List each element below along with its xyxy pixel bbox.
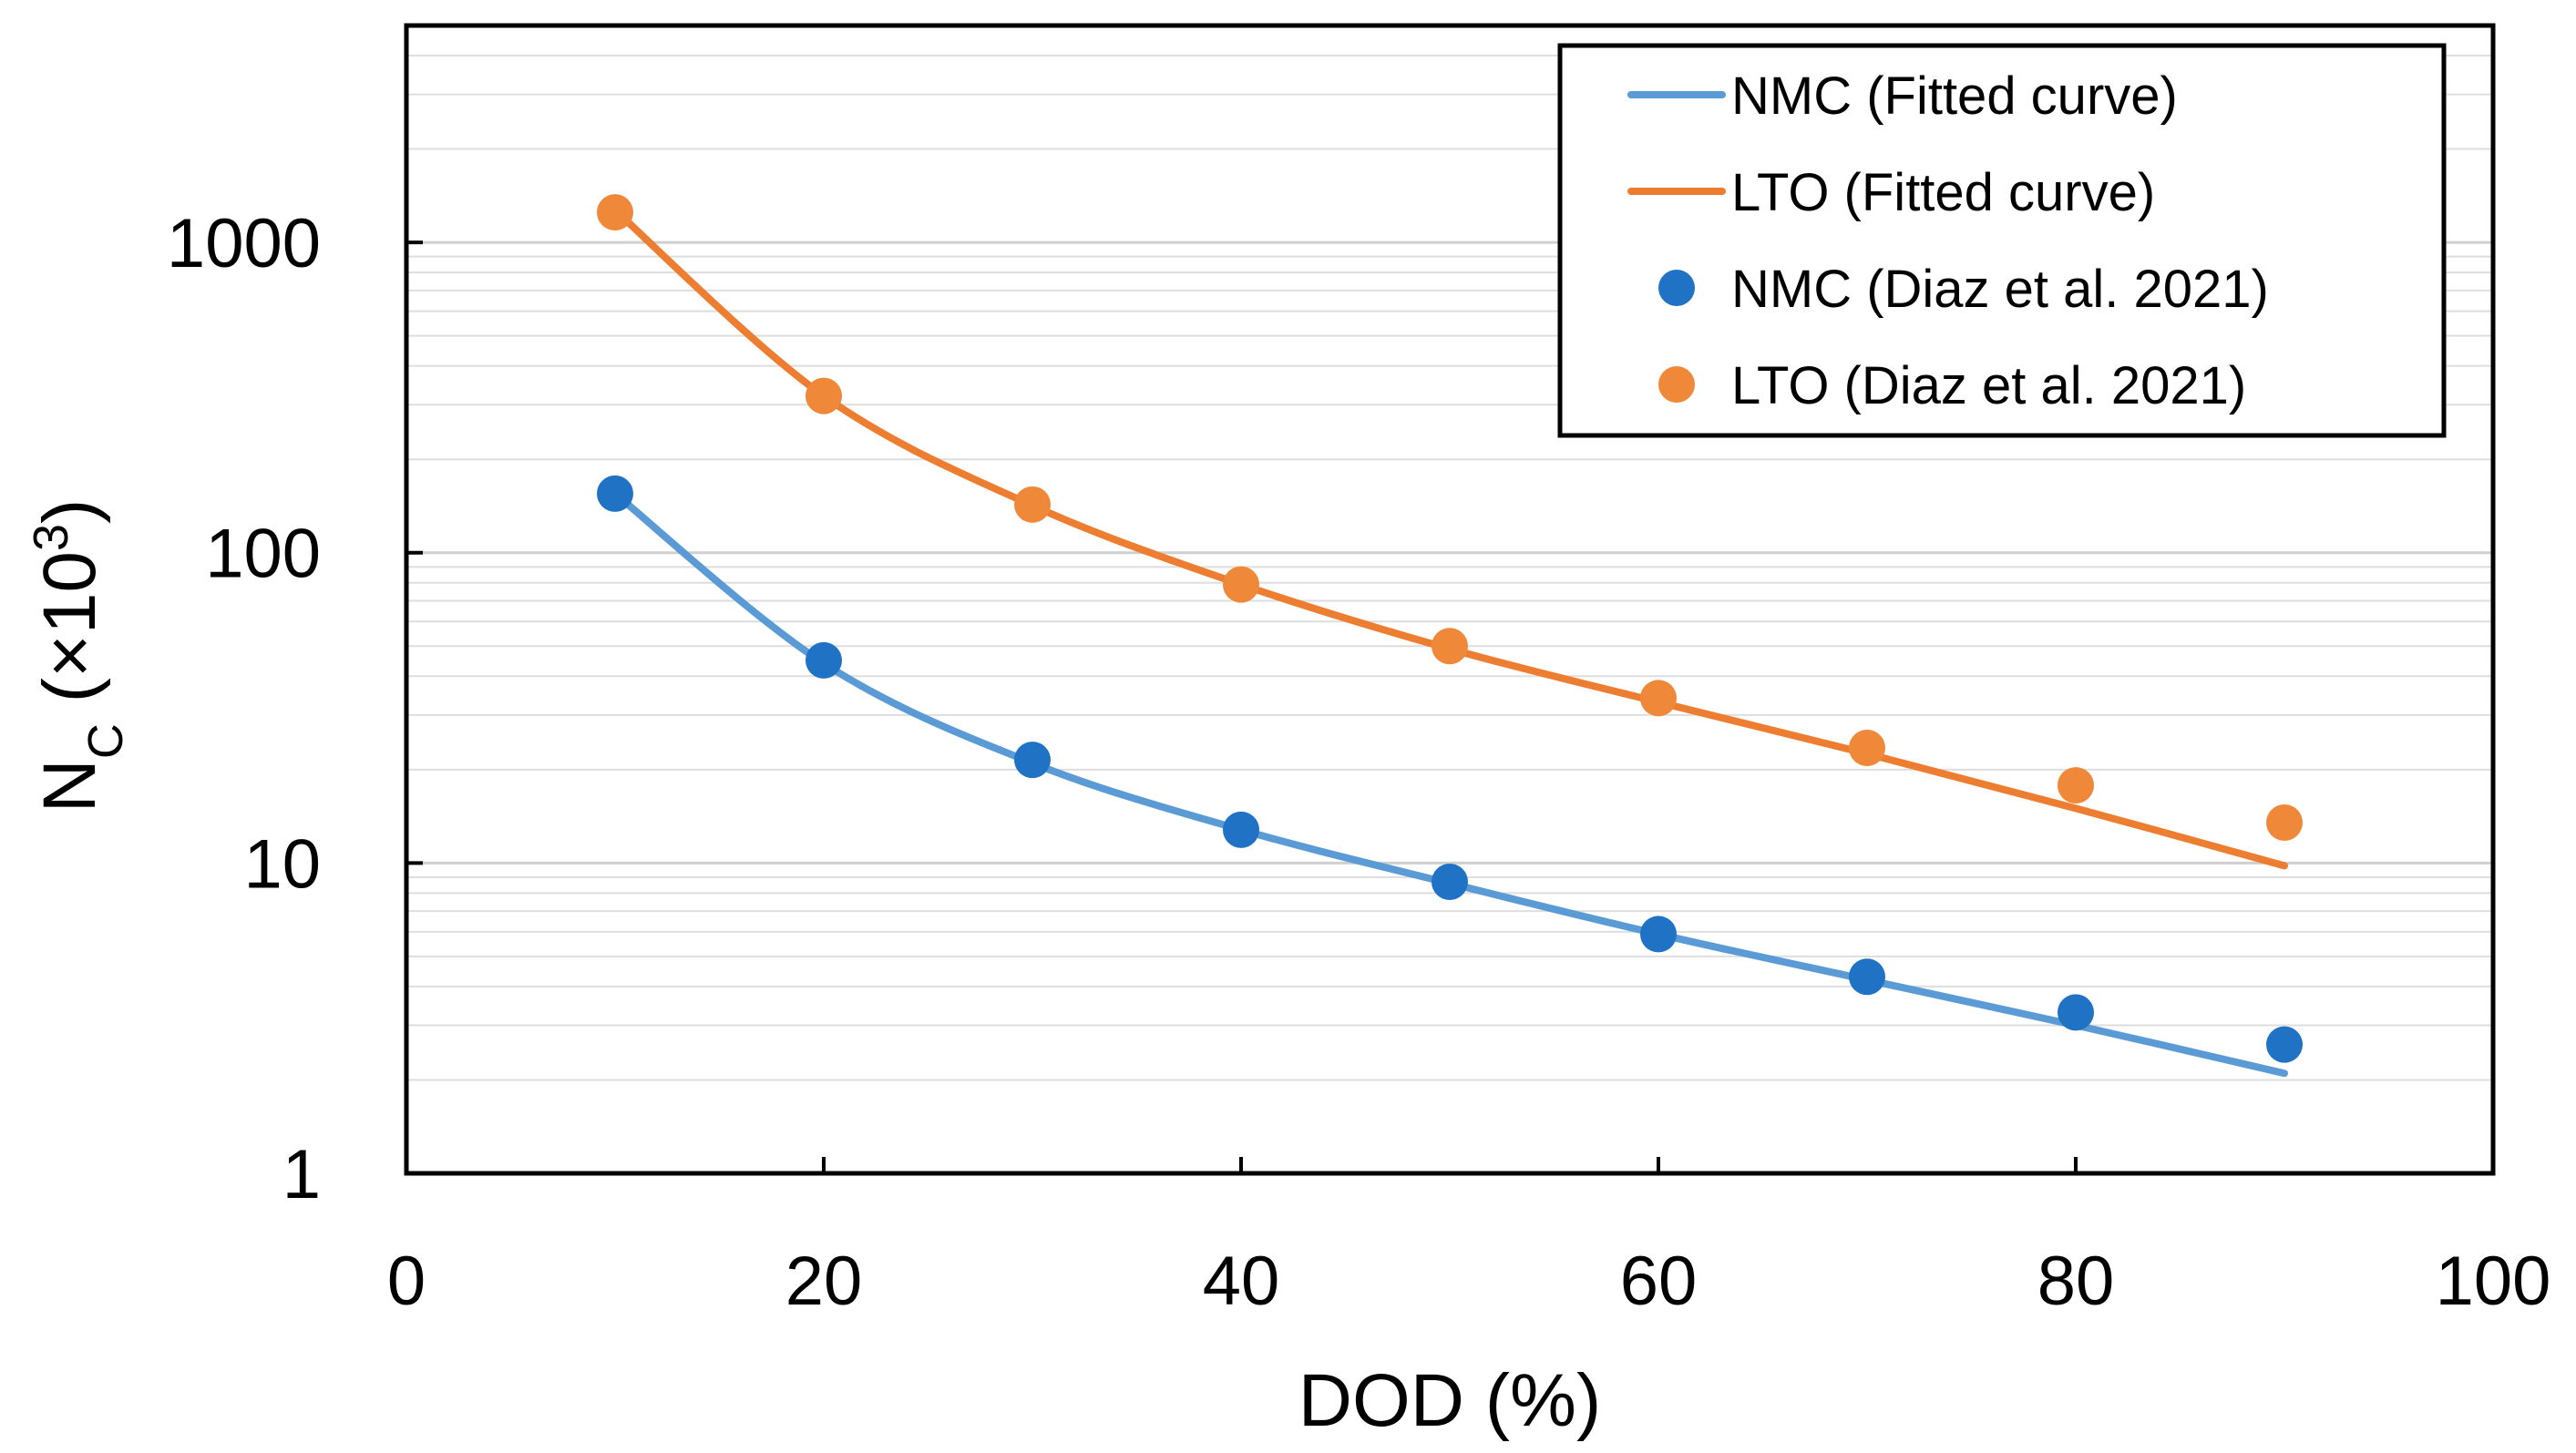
data-point-nmc-diaz-et-al-2021 (1223, 811, 1259, 848)
legend-label: NMC (Diaz et al. 2021) (1731, 260, 2269, 319)
x-axis-ticks: 0 20 40 60 80 100 (387, 1157, 2551, 1320)
data-point-nmc-diaz-et-al-2021 (1432, 863, 1468, 900)
y-tick-label: 10 (243, 825, 321, 903)
data-point-lto-diaz-et-al-2021 (1432, 628, 1468, 665)
legend-entries: NMC (Fitted curve) LTO (Fitted curve) NMC … (1627, 67, 2269, 415)
data-point-lto-diaz-et-al-2021 (597, 194, 633, 231)
y-axis-title-main: N (28, 759, 111, 813)
data-point-nmc-diaz-et-al-2021 (806, 641, 842, 679)
data-point-lto-diaz-et-al-2021 (1014, 486, 1051, 523)
x-tick-label: 20 (785, 1243, 863, 1320)
y-axis-title-sup: 3 (24, 524, 78, 551)
x-tick-label: 60 (1620, 1243, 1698, 1320)
data-point-lto-diaz-et-al-2021 (1849, 729, 1885, 766)
data-point-nmc-diaz-et-al-2021 (597, 475, 633, 512)
data-point-lto-diaz-et-al-2021 (806, 377, 842, 414)
x-tick-label: 100 (2436, 1243, 2551, 1320)
x-tick-label: 80 (2037, 1243, 2115, 1320)
legend-label: LTO (Diaz et al. 2021) (1731, 356, 2246, 415)
legend-box (1557, 43, 2447, 438)
legend-label: LTO (Fitted curve) (1731, 163, 2155, 222)
x-tick-label: 40 (1203, 1243, 1280, 1320)
data-point-nmc-diaz-et-al-2021 (1014, 742, 1051, 779)
data-point-nmc-diaz-et-al-2021 (2266, 1026, 2303, 1063)
legend: NMC (Fitted curve) LTO (Fitted curve) NMC … (1557, 43, 2447, 438)
data-point-lto-diaz-et-al-2021 (1223, 566, 1259, 603)
plot-frame (404, 23, 2496, 1176)
legend-marker-swatch (1658, 366, 1695, 403)
data-point-lto-diaz-et-al-2021 (2058, 767, 2094, 804)
y-tick-label: 100 (205, 516, 321, 593)
y-axis-title-sub: C (78, 723, 133, 759)
data-point-lto-diaz-et-al-2021 (1640, 680, 1677, 717)
y-axis-title-end: ) (28, 499, 111, 524)
y-tick-label: 1 (282, 1136, 321, 1213)
x-axis-title: DOD (%) (1298, 1359, 1602, 1442)
legend-label: NMC (Fitted curve) (1731, 67, 2178, 126)
legend-marker-swatch (1658, 270, 1695, 306)
data-point-nmc-diaz-et-al-2021 (1640, 916, 1677, 953)
x-tick-label: 0 (387, 1243, 426, 1320)
y-tick-label: 1000 (167, 205, 321, 282)
plot-series (597, 194, 2303, 1078)
y-axis-title: NC (×103) (24, 499, 133, 813)
y-axis-ticks: 1 10 100 1000 (167, 205, 423, 1213)
data-point-nmc-diaz-et-al-2021 (2058, 994, 2094, 1031)
y-axis-title-rest: (×10 (28, 551, 111, 723)
data-point-lto-diaz-et-al-2021 (2266, 803, 2303, 841)
data-point-nmc-diaz-et-al-2021 (1849, 958, 1885, 996)
